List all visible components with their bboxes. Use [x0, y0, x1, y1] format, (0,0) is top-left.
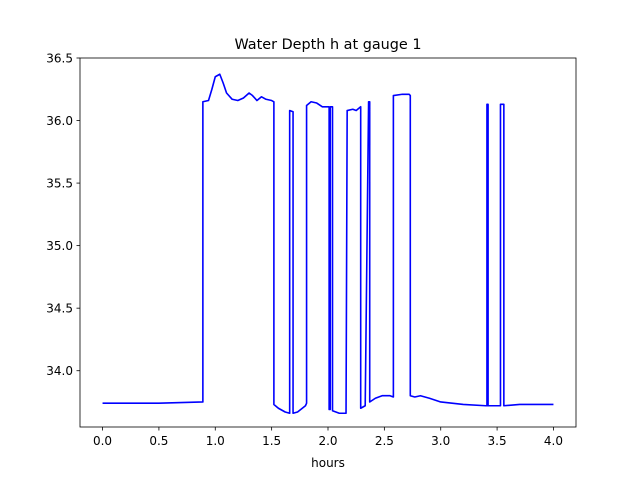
- y-tick-label: 35.0: [46, 239, 73, 253]
- x-axis-label: hours: [311, 456, 345, 470]
- chart-title: Water Depth h at gauge 1: [234, 37, 421, 53]
- y-tick-label: 34.5: [46, 301, 73, 315]
- x-tick-label: 2.0: [318, 434, 337, 448]
- x-tick-label: 1.5: [262, 434, 281, 448]
- y-tick-label: 35.5: [46, 176, 73, 190]
- series-line-1: [102, 73, 554, 415]
- x-tick-label: 0.0: [93, 434, 112, 448]
- x-tick-label: 3.0: [431, 434, 450, 448]
- x-axis: 0.0 0.5 1.0 1.5 2.0 2.5 3.0 3.5 4.0: [93, 427, 563, 448]
- x-tick-label: 4.0: [544, 434, 563, 448]
- y-tick-label: 36.5: [46, 51, 73, 65]
- x-tick-label: 0.5: [149, 434, 168, 448]
- x-tick-label: 1.0: [206, 434, 225, 448]
- y-axis: 34.0 34.5 35.0 35.5 36.0 36.5: [46, 51, 80, 378]
- x-tick-label: 3.5: [488, 434, 507, 448]
- x-tick-label: 2.5: [375, 434, 394, 448]
- y-tick-label: 36.0: [46, 114, 73, 128]
- y-tick-label: 34.0: [46, 364, 73, 378]
